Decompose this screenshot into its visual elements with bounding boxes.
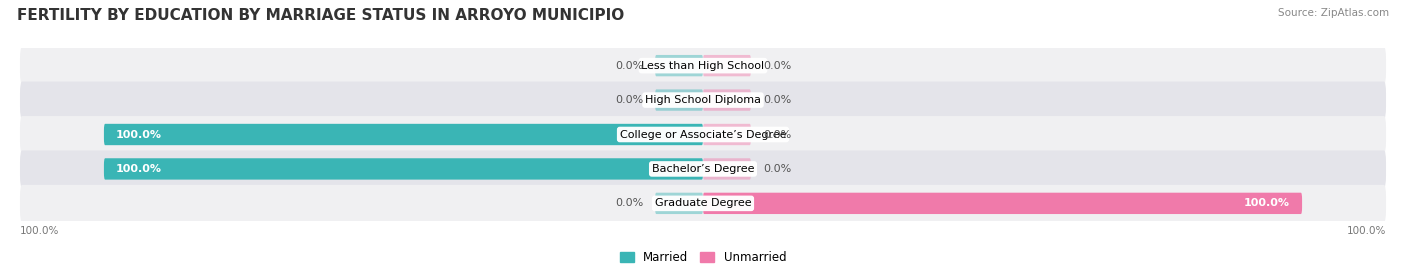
Text: 0.0%: 0.0% [763,164,792,174]
FancyBboxPatch shape [104,158,703,180]
Legend: Married, Unmarried: Married, Unmarried [613,245,793,269]
Text: High School Diploma: High School Diploma [645,95,761,105]
Text: Source: ZipAtlas.com: Source: ZipAtlas.com [1278,8,1389,18]
FancyBboxPatch shape [655,193,703,214]
Text: 0.0%: 0.0% [614,198,643,208]
Text: 0.0%: 0.0% [614,61,643,71]
Text: 0.0%: 0.0% [614,95,643,105]
FancyBboxPatch shape [20,47,1386,84]
Text: 0.0%: 0.0% [763,129,792,140]
FancyBboxPatch shape [703,124,751,145]
FancyBboxPatch shape [703,89,751,111]
FancyBboxPatch shape [655,55,703,76]
Text: Bachelor’s Degree: Bachelor’s Degree [652,164,754,174]
FancyBboxPatch shape [20,150,1386,187]
Text: 100.0%: 100.0% [20,226,59,236]
Text: 0.0%: 0.0% [763,61,792,71]
FancyBboxPatch shape [20,82,1386,119]
Text: 100.0%: 100.0% [115,129,162,140]
Text: 100.0%: 100.0% [115,164,162,174]
Text: College or Associate’s Degree: College or Associate’s Degree [620,129,786,140]
Text: Less than High School: Less than High School [641,61,765,71]
FancyBboxPatch shape [20,185,1386,222]
FancyBboxPatch shape [20,116,1386,153]
FancyBboxPatch shape [655,89,703,111]
FancyBboxPatch shape [703,158,751,180]
Text: 0.0%: 0.0% [763,95,792,105]
Text: FERTILITY BY EDUCATION BY MARRIAGE STATUS IN ARROYO MUNICIPIO: FERTILITY BY EDUCATION BY MARRIAGE STATU… [17,8,624,23]
FancyBboxPatch shape [703,193,1302,214]
FancyBboxPatch shape [703,55,751,76]
FancyBboxPatch shape [104,124,703,145]
Text: 100.0%: 100.0% [1244,198,1291,208]
Text: Graduate Degree: Graduate Degree [655,198,751,208]
Text: 100.0%: 100.0% [1347,226,1386,236]
